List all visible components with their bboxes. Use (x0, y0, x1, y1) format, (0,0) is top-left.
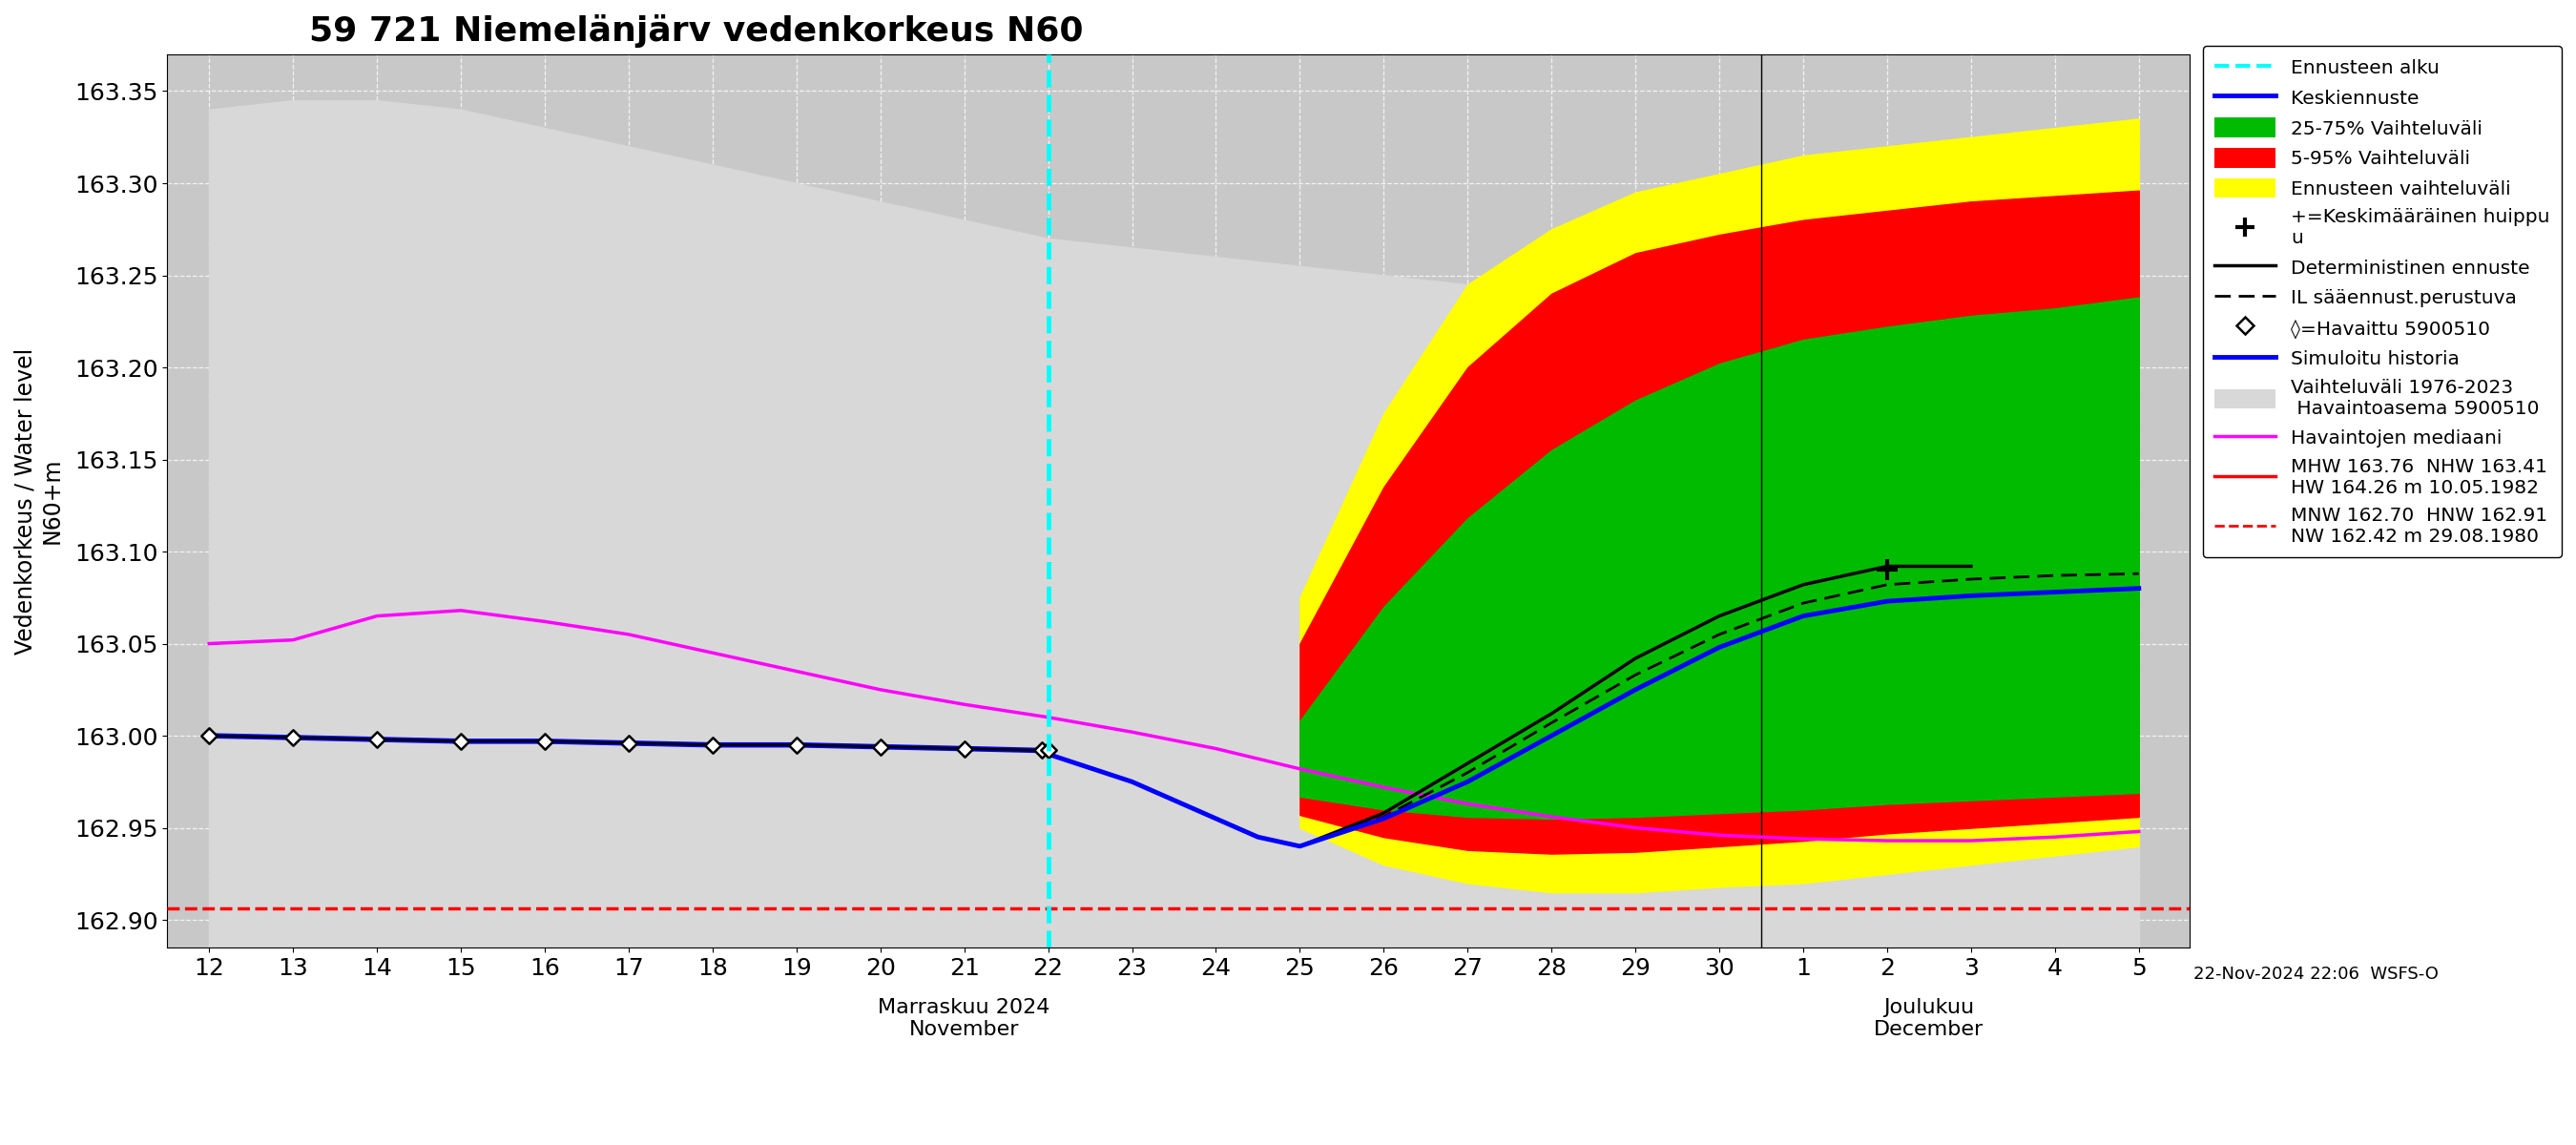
Point (943, 740, 984, 758)
Legend: Ennusteen alku, Keskiennuste, 25-75% Vaihteluväli, 5-95% Vaihteluväli, Ennusteen: Ennusteen alku, Keskiennuste, 25-75% Vai… (2202, 46, 2561, 558)
Point (273, 728, 314, 747)
Point (523, 732, 564, 750)
Point (693, 736, 734, 755)
Y-axis label: Vedenkorkeus / Water level
N60+m: Vedenkorkeus / Water level N60+m (15, 348, 64, 654)
Text: Joulukuu
December: Joulukuu December (1875, 997, 1984, 1040)
Text: 59 721 Niemelänjärv vedenkorkeus N60: 59 721 Niemelänjärv vedenkorkeus N60 (309, 14, 1082, 48)
Point (775, 736, 817, 755)
Point (1028, 741, 1069, 759)
Text: 22-Nov-2024 22:06  WSFS-O: 22-Nov-2024 22:06 WSFS-O (2192, 965, 2439, 982)
Point (440, 732, 482, 750)
Point (1020, 741, 1061, 759)
Point (188, 727, 229, 745)
Text: Marraskuu 2024
November: Marraskuu 2024 November (878, 997, 1051, 1040)
Point (355, 731, 397, 749)
Point (860, 737, 902, 756)
Point (608, 734, 649, 752)
